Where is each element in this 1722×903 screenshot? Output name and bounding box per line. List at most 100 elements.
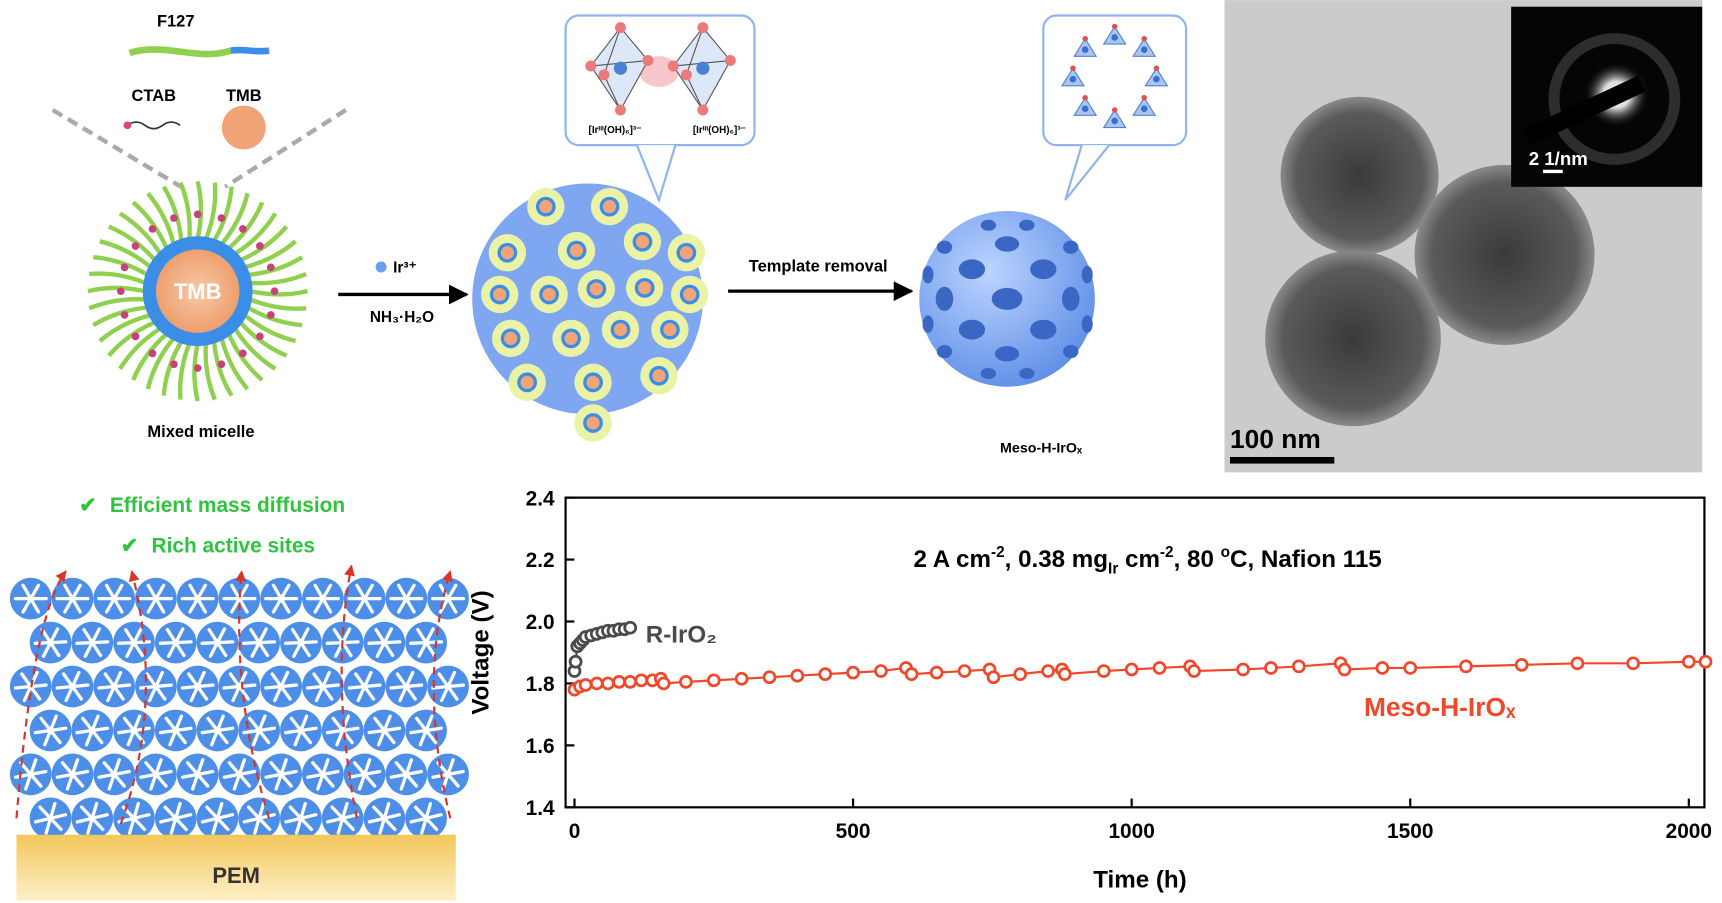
micelle-head xyxy=(131,332,140,341)
pore xyxy=(70,583,82,601)
data-point xyxy=(656,676,671,691)
atom xyxy=(1082,94,1088,101)
pore xyxy=(154,597,166,614)
pore xyxy=(249,628,261,645)
pore xyxy=(250,640,261,658)
pore xyxy=(70,769,90,777)
data-point xyxy=(1626,656,1640,671)
pore xyxy=(299,640,311,658)
label: [Irᴵᴵᴵ(OH)₆]³⁻ xyxy=(693,125,746,136)
micelle-core xyxy=(569,243,584,258)
micelle-head xyxy=(170,360,178,369)
data-point xyxy=(706,673,721,688)
data-point xyxy=(589,676,604,691)
pore xyxy=(253,816,261,835)
micelle-chain xyxy=(177,342,192,400)
data-point xyxy=(1681,654,1696,669)
pore xyxy=(154,769,173,777)
pore xyxy=(274,772,283,791)
pore xyxy=(264,684,283,690)
x-tick-label: 500 xyxy=(836,820,871,843)
pore xyxy=(321,684,334,701)
data-point xyxy=(1375,661,1390,675)
pore xyxy=(13,684,33,690)
pore xyxy=(90,627,101,645)
micelle-core xyxy=(613,323,628,337)
pore xyxy=(347,772,367,779)
micelle-chain xyxy=(161,185,184,242)
micelle-chain xyxy=(107,224,157,262)
pore xyxy=(40,628,53,645)
pore xyxy=(188,597,200,614)
data-point xyxy=(1096,664,1111,678)
label: PEM xyxy=(212,863,260,888)
micelle-core xyxy=(542,287,556,302)
pore xyxy=(446,683,466,689)
pore xyxy=(404,772,419,788)
micelle-head xyxy=(217,360,226,369)
pore xyxy=(90,640,103,658)
pore xyxy=(326,816,345,824)
micelle-core xyxy=(504,331,518,345)
pore xyxy=(55,772,75,779)
micelle-core xyxy=(493,287,507,302)
pore xyxy=(321,683,340,689)
caption: Meso-H-IrOₓ xyxy=(1000,441,1083,457)
pore xyxy=(305,684,325,690)
pore xyxy=(215,640,228,658)
pore xyxy=(205,805,220,820)
pore xyxy=(139,772,158,779)
pore xyxy=(48,640,61,658)
micelle-head xyxy=(266,311,275,319)
pore xyxy=(70,670,81,689)
pore xyxy=(117,728,136,735)
pore xyxy=(106,684,116,703)
pore xyxy=(237,772,252,788)
pore xyxy=(196,670,206,689)
pore xyxy=(215,726,235,733)
pore xyxy=(242,640,261,645)
pore xyxy=(112,769,131,777)
pore xyxy=(251,728,261,747)
pore xyxy=(362,772,377,788)
label: Ir³⁺ xyxy=(393,259,416,276)
atom xyxy=(1141,35,1147,42)
pore xyxy=(446,769,465,777)
pore xyxy=(404,769,424,777)
pore xyxy=(196,769,215,777)
tem-image: 2 1/nm 100 nm xyxy=(1224,0,1703,473)
atom xyxy=(1111,107,1118,113)
micelle-chain xyxy=(203,343,217,401)
scale-bar xyxy=(1230,456,1335,464)
micelle-core xyxy=(663,323,677,337)
atom xyxy=(1153,65,1160,71)
framework xyxy=(1060,23,1169,129)
pore xyxy=(48,640,68,645)
pore xyxy=(325,728,345,735)
pore xyxy=(174,728,187,745)
y-tick-label: 2.2 xyxy=(526,549,555,572)
pore xyxy=(70,758,80,777)
micelle-chain xyxy=(131,200,169,250)
pore xyxy=(424,813,443,820)
chart: 2 A cm-2, 0.38 mgIr cm-2, 80 oC, Nafion … xyxy=(468,487,1713,893)
micelle-chain xyxy=(244,239,297,270)
pore xyxy=(416,628,428,645)
micelle-chain xyxy=(118,326,162,370)
pore xyxy=(228,672,242,689)
pore xyxy=(395,672,408,689)
pore xyxy=(279,772,293,788)
callout-tail xyxy=(1064,144,1111,201)
diffraction-ring xyxy=(1548,33,1681,165)
pore xyxy=(29,769,48,777)
pore xyxy=(215,640,235,645)
diffusion-path xyxy=(235,570,271,819)
pore xyxy=(145,672,158,689)
particle xyxy=(1280,96,1439,255)
data-point xyxy=(1291,659,1306,674)
pore xyxy=(41,640,53,658)
particle xyxy=(1414,164,1595,345)
caption: Mixed micelle xyxy=(147,423,254,441)
pore xyxy=(362,683,382,689)
